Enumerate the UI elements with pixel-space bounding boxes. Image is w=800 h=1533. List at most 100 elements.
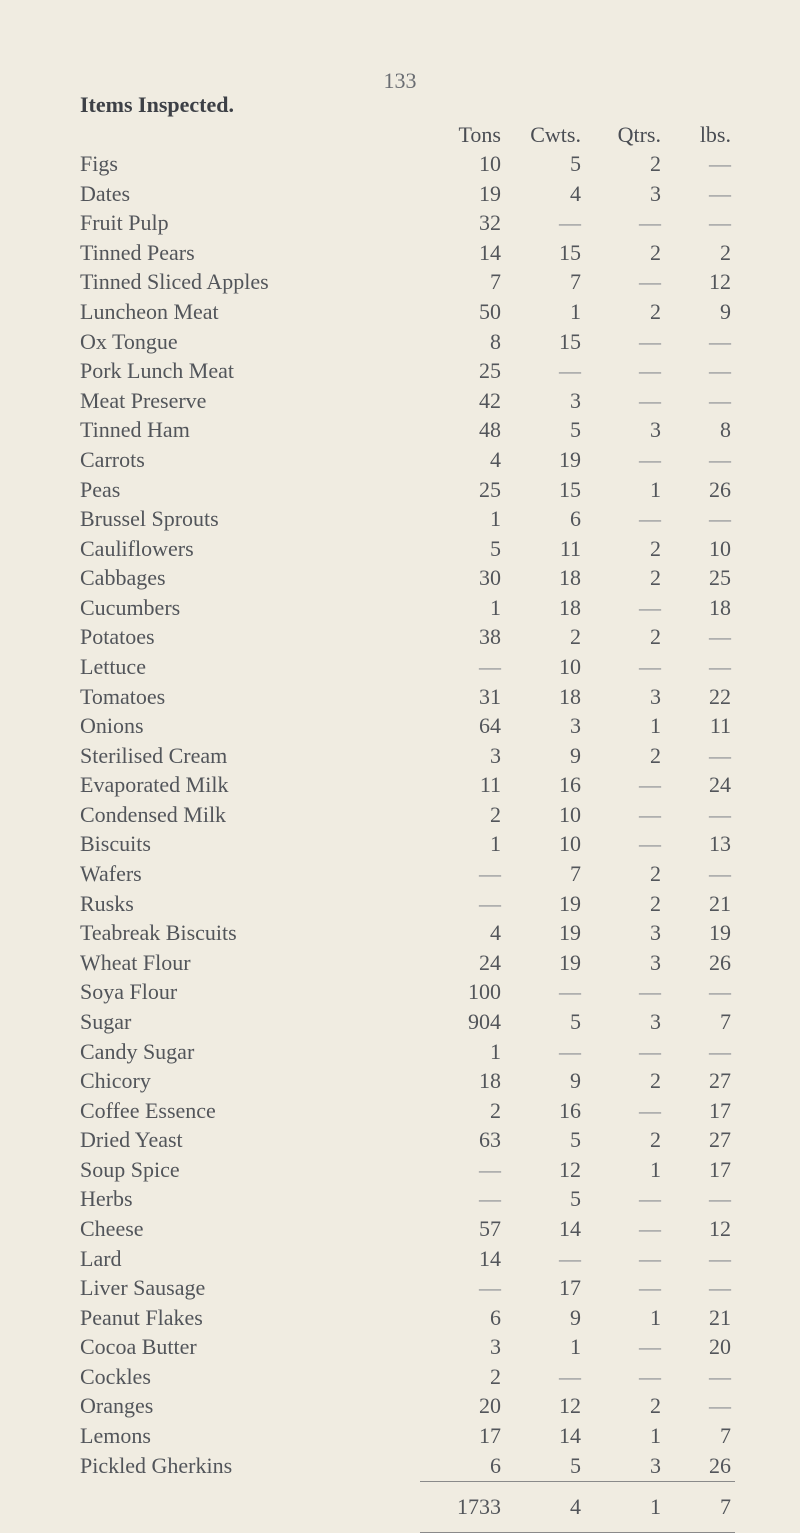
cell: — bbox=[585, 1214, 665, 1244]
cell: 3 bbox=[585, 919, 665, 949]
cell: 3 bbox=[585, 1007, 665, 1037]
cell: 2 bbox=[585, 1392, 665, 1422]
cell: 32 bbox=[420, 209, 505, 239]
item-name: Teabreak Biscuits bbox=[80, 919, 420, 949]
cell: 7 bbox=[665, 1007, 735, 1037]
cell: 50 bbox=[420, 297, 505, 327]
cell: 2 bbox=[585, 741, 665, 771]
cell: 6 bbox=[420, 1303, 505, 1333]
cell: 1 bbox=[505, 1333, 585, 1363]
cell: 14 bbox=[505, 1214, 585, 1244]
item-name: Tinned Ham bbox=[80, 416, 420, 446]
cell: 18 bbox=[505, 682, 585, 712]
cell: 19 bbox=[505, 889, 585, 919]
cell: 2 bbox=[585, 297, 665, 327]
cell: 19 bbox=[505, 445, 585, 475]
cell: 12 bbox=[505, 1155, 585, 1185]
items-table: Tons Cwts. Qtrs. lbs. Figs1052—Dates1943… bbox=[80, 120, 735, 1533]
cell: — bbox=[585, 1333, 665, 1363]
item-name: Tomatoes bbox=[80, 682, 420, 712]
table-row: Fruit Pulp32——— bbox=[80, 209, 735, 239]
item-name: Pickled Gherkins bbox=[80, 1451, 420, 1481]
item-name: Onions bbox=[80, 712, 420, 742]
cell: 10 bbox=[505, 830, 585, 860]
col-tons: Tons bbox=[420, 120, 505, 150]
cell: — bbox=[665, 652, 735, 682]
cell: 11 bbox=[420, 771, 505, 801]
cell: 63 bbox=[420, 1126, 505, 1156]
item-name: Sugar bbox=[80, 1007, 420, 1037]
cell: 38 bbox=[420, 623, 505, 653]
cell: 1 bbox=[585, 1155, 665, 1185]
cell: 2 bbox=[585, 859, 665, 889]
table-row: Evaporated Milk1116—24 bbox=[80, 771, 735, 801]
cell: 16 bbox=[505, 771, 585, 801]
cell: 3 bbox=[585, 682, 665, 712]
item-name: Cauliflowers bbox=[80, 534, 420, 564]
cell: 26 bbox=[665, 1451, 735, 1481]
cell: 11 bbox=[505, 534, 585, 564]
cell: 3 bbox=[585, 179, 665, 209]
cell: 3 bbox=[585, 1451, 665, 1481]
cell: — bbox=[665, 1274, 735, 1304]
cell: 5 bbox=[505, 1007, 585, 1037]
table-row: Cocoa Butter31—20 bbox=[80, 1333, 735, 1363]
cell: 64 bbox=[420, 712, 505, 742]
totals-tons: 1733 bbox=[420, 1481, 505, 1532]
table-row: Ox Tongue815—— bbox=[80, 327, 735, 357]
table-row: Tinned Sliced Apples77—12 bbox=[80, 268, 735, 298]
item-name: Candy Sugar bbox=[80, 1037, 420, 1067]
cell: 5 bbox=[505, 1185, 585, 1215]
cell: — bbox=[585, 505, 665, 535]
cell: 2 bbox=[585, 1126, 665, 1156]
item-name: Wheat Flour bbox=[80, 948, 420, 978]
cell: 12 bbox=[665, 268, 735, 298]
item-name: Fruit Pulp bbox=[80, 209, 420, 239]
item-name: Lettuce bbox=[80, 652, 420, 682]
cell: — bbox=[585, 1096, 665, 1126]
cell: 27 bbox=[665, 1067, 735, 1097]
cell: 6 bbox=[505, 505, 585, 535]
item-name: Lemons bbox=[80, 1421, 420, 1451]
cell: — bbox=[585, 1185, 665, 1215]
cell: 24 bbox=[420, 948, 505, 978]
cell: 3 bbox=[585, 416, 665, 446]
cell: — bbox=[505, 357, 585, 387]
cell: 7 bbox=[420, 268, 505, 298]
cell: — bbox=[665, 1185, 735, 1215]
table-row: Wheat Flour2419326 bbox=[80, 948, 735, 978]
cell: — bbox=[585, 386, 665, 416]
cell: 18 bbox=[420, 1067, 505, 1097]
cell: — bbox=[585, 593, 665, 623]
cell: 7 bbox=[505, 268, 585, 298]
item-name: Pork Lunch Meat bbox=[80, 357, 420, 387]
cell: 2 bbox=[420, 800, 505, 830]
item-name: Tinned Sliced Apples bbox=[80, 268, 420, 298]
cell: 13 bbox=[665, 830, 735, 860]
table-row: Cabbages3018225 bbox=[80, 564, 735, 594]
table-row: Pickled Gherkins65326 bbox=[80, 1451, 735, 1481]
table-row: Sterilised Cream392— bbox=[80, 741, 735, 771]
table-row: Cucumbers118—18 bbox=[80, 593, 735, 623]
cell: 11 bbox=[665, 712, 735, 742]
table-row: Cockles2——— bbox=[80, 1362, 735, 1392]
item-name: Condensed Milk bbox=[80, 800, 420, 830]
cell: 25 bbox=[665, 564, 735, 594]
cell: 18 bbox=[665, 593, 735, 623]
cell: — bbox=[585, 1037, 665, 1067]
cell: 19 bbox=[505, 948, 585, 978]
cell: — bbox=[585, 652, 665, 682]
table-row: Figs1052— bbox=[80, 150, 735, 180]
cell: — bbox=[585, 771, 665, 801]
cell: — bbox=[585, 357, 665, 387]
item-name: Soup Spice bbox=[80, 1155, 420, 1185]
cell: 22 bbox=[665, 682, 735, 712]
table-row: Lard14——— bbox=[80, 1244, 735, 1274]
table-row: Chicory189227 bbox=[80, 1067, 735, 1097]
item-name: Cucumbers bbox=[80, 593, 420, 623]
item-name: Luncheon Meat bbox=[80, 297, 420, 327]
cell: — bbox=[505, 209, 585, 239]
cell: 18 bbox=[505, 564, 585, 594]
cell: — bbox=[665, 741, 735, 771]
cell: — bbox=[665, 859, 735, 889]
